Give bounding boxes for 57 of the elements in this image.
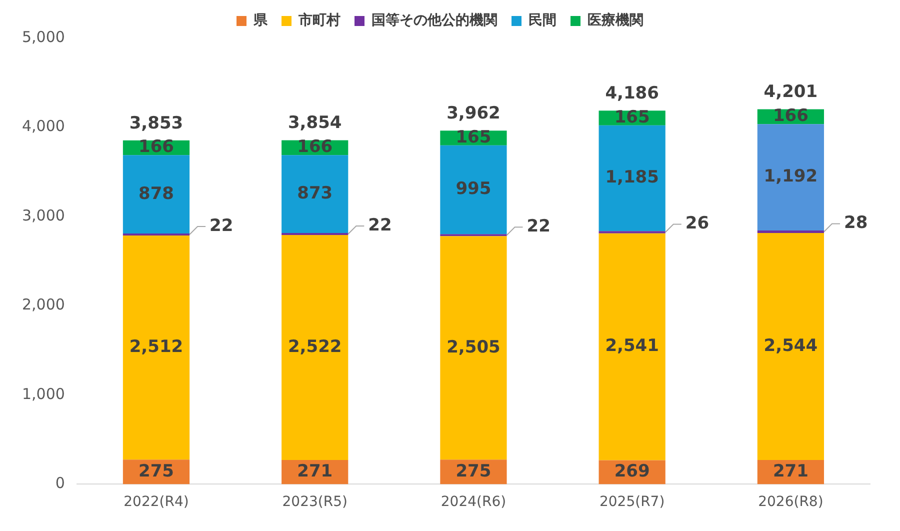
- data-label: 28: [844, 213, 868, 234]
- data-label: 2,505: [446, 337, 500, 358]
- data-label: 2,512: [129, 336, 184, 357]
- y-tick-label: 4,000: [22, 117, 65, 136]
- data-label: 22: [526, 216, 550, 237]
- bar: [757, 232, 824, 460]
- data-label: 269: [614, 462, 650, 482]
- data-label: 275: [456, 461, 492, 482]
- data-label: 166: [138, 137, 174, 158]
- bar: [282, 155, 348, 233]
- x-tick-label: 2026(R8): [758, 494, 824, 510]
- data-label: 22: [368, 215, 392, 236]
- total-label: 4,201: [764, 82, 818, 102]
- y-tick-label: 1,000: [22, 384, 65, 403]
- bar: [440, 145, 507, 234]
- x-tick-label: 2024(R6): [440, 494, 506, 510]
- data-label: 2,541: [605, 336, 659, 356]
- legend-label: 医療機関: [588, 12, 644, 29]
- x-tick-label: 2022(R4): [124, 494, 189, 510]
- bar: [598, 233, 666, 460]
- data-label: 165: [456, 127, 492, 148]
- data-label: 271: [297, 462, 333, 482]
- legend-label: 県: [252, 12, 268, 29]
- data-label: 166: [297, 137, 333, 158]
- total-label: 3,853: [129, 113, 184, 134]
- bar: [440, 236, 507, 460]
- total-label: 4,186: [605, 84, 659, 104]
- total-label: 3,962: [446, 104, 500, 124]
- legend-label: 国等その他公的機関: [372, 12, 498, 29]
- data-label: 165: [614, 107, 650, 128]
- y-tick-label: 5,000: [22, 28, 65, 46]
- data-label: 2,522: [288, 336, 342, 357]
- legend-label: 市町村: [298, 12, 340, 29]
- y-tick-label: 3,000: [22, 206, 65, 224]
- data-label: 275: [138, 461, 174, 482]
- data-label: 995: [456, 179, 492, 200]
- bar: [757, 124, 824, 230]
- bar: [122, 155, 190, 234]
- data-label: 1,192: [764, 166, 818, 187]
- data-label: 26: [685, 214, 710, 234]
- data-label: 1,185: [605, 168, 659, 188]
- data-label: 873: [297, 183, 333, 204]
- data-label: 2,544: [764, 336, 818, 356]
- y-tick-label: 0: [55, 474, 65, 492]
- x-tick-label: 2025(R7): [599, 494, 665, 510]
- data-label: 166: [772, 106, 808, 126]
- data-label: 22: [210, 216, 234, 236]
- data-label: 878: [138, 184, 174, 204]
- bar: [122, 235, 190, 460]
- bar: [598, 125, 666, 232]
- y-tick-label: 2,000: [22, 296, 65, 314]
- legend-label: 民間: [528, 12, 556, 29]
- bar: [757, 230, 824, 233]
- bar: [282, 234, 348, 460]
- x-tick-label: 2023(R5): [282, 494, 348, 510]
- total-label: 3,854: [288, 113, 342, 134]
- data-label: 271: [772, 462, 808, 482]
